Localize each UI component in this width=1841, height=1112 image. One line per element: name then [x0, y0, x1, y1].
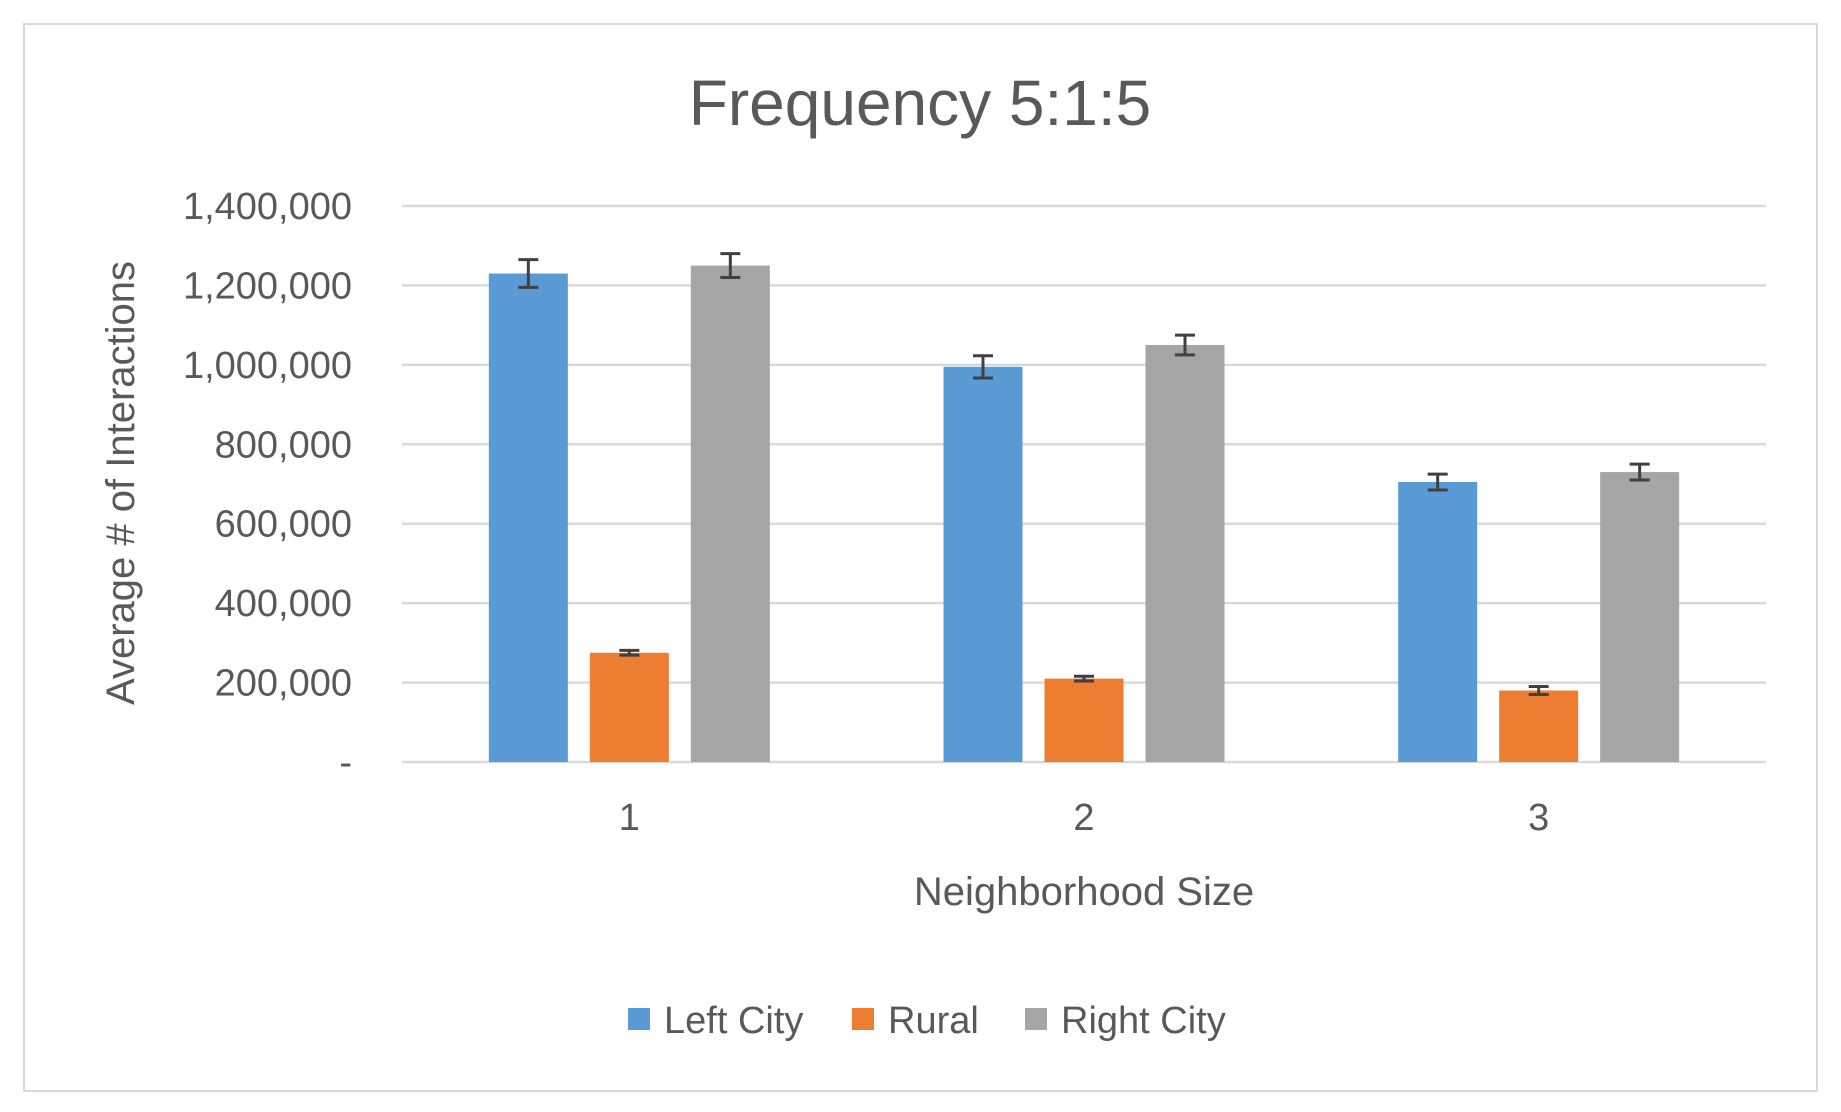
x-axis-title: Neighborhood Size — [914, 870, 1254, 914]
legend-label: Left City — [664, 1000, 803, 1042]
error-bar — [973, 354, 993, 380]
x-tick-label: 1 — [619, 797, 640, 839]
error-bar — [1175, 333, 1195, 357]
y-axis-ticks: - 200,000 400,000 600,000 800,000 1,000,000 1,… — [183, 186, 352, 784]
error-bar — [720, 252, 741, 279]
y-tick-label: - — [339, 742, 352, 784]
y-tick-label: 1,400,000 — [183, 186, 352, 228]
error-bar — [1427, 472, 1448, 492]
bar-left-city — [1398, 482, 1478, 762]
error-bar — [1629, 462, 1650, 482]
bar-right-city — [1600, 472, 1680, 762]
legend-swatch — [852, 1008, 874, 1030]
y-tick-label: 800,000 — [215, 424, 352, 466]
legend-swatch — [628, 1008, 650, 1030]
error-bar — [619, 648, 640, 657]
legend-swatch — [1025, 1008, 1047, 1030]
legend-label: Right City — [1061, 1000, 1226, 1042]
bar-right-city — [690, 265, 770, 762]
chart-title: Frequency 5:1:5 — [689, 67, 1152, 139]
error-bar — [518, 258, 539, 289]
error-bar — [1074, 674, 1094, 683]
y-axis-title: Average # of Interactions — [99, 261, 143, 705]
y-tick-label: 1,200,000 — [183, 265, 352, 307]
x-tick-label: 2 — [1073, 797, 1094, 839]
y-tick-label: 200,000 — [215, 663, 352, 705]
bars — [488, 252, 1680, 762]
legend-item: Left City — [628, 1000, 803, 1042]
y-tick-label: 600,000 — [215, 504, 352, 546]
legend-item: Rural — [852, 1000, 979, 1042]
legend-label: Rural — [888, 1000, 979, 1042]
chart-frame — [23, 23, 1818, 1092]
legend: Left City Rural Right City — [628, 1000, 1226, 1042]
y-tick-label: 1,000,000 — [183, 345, 352, 387]
bar-left-city — [943, 366, 1023, 762]
bar-rural — [1499, 690, 1579, 762]
bar-left-city — [488, 273, 568, 762]
bar-right-city — [1145, 345, 1225, 762]
error-bar — [1528, 685, 1549, 696]
bar-rural — [1044, 678, 1124, 762]
x-axis-ticks: 1 2 3 — [619, 797, 1549, 839]
y-tick-label: 400,000 — [215, 583, 352, 625]
legend-item: Right City — [1025, 1000, 1226, 1042]
x-tick-label: 3 — [1528, 797, 1549, 839]
bar-rural — [589, 652, 669, 762]
